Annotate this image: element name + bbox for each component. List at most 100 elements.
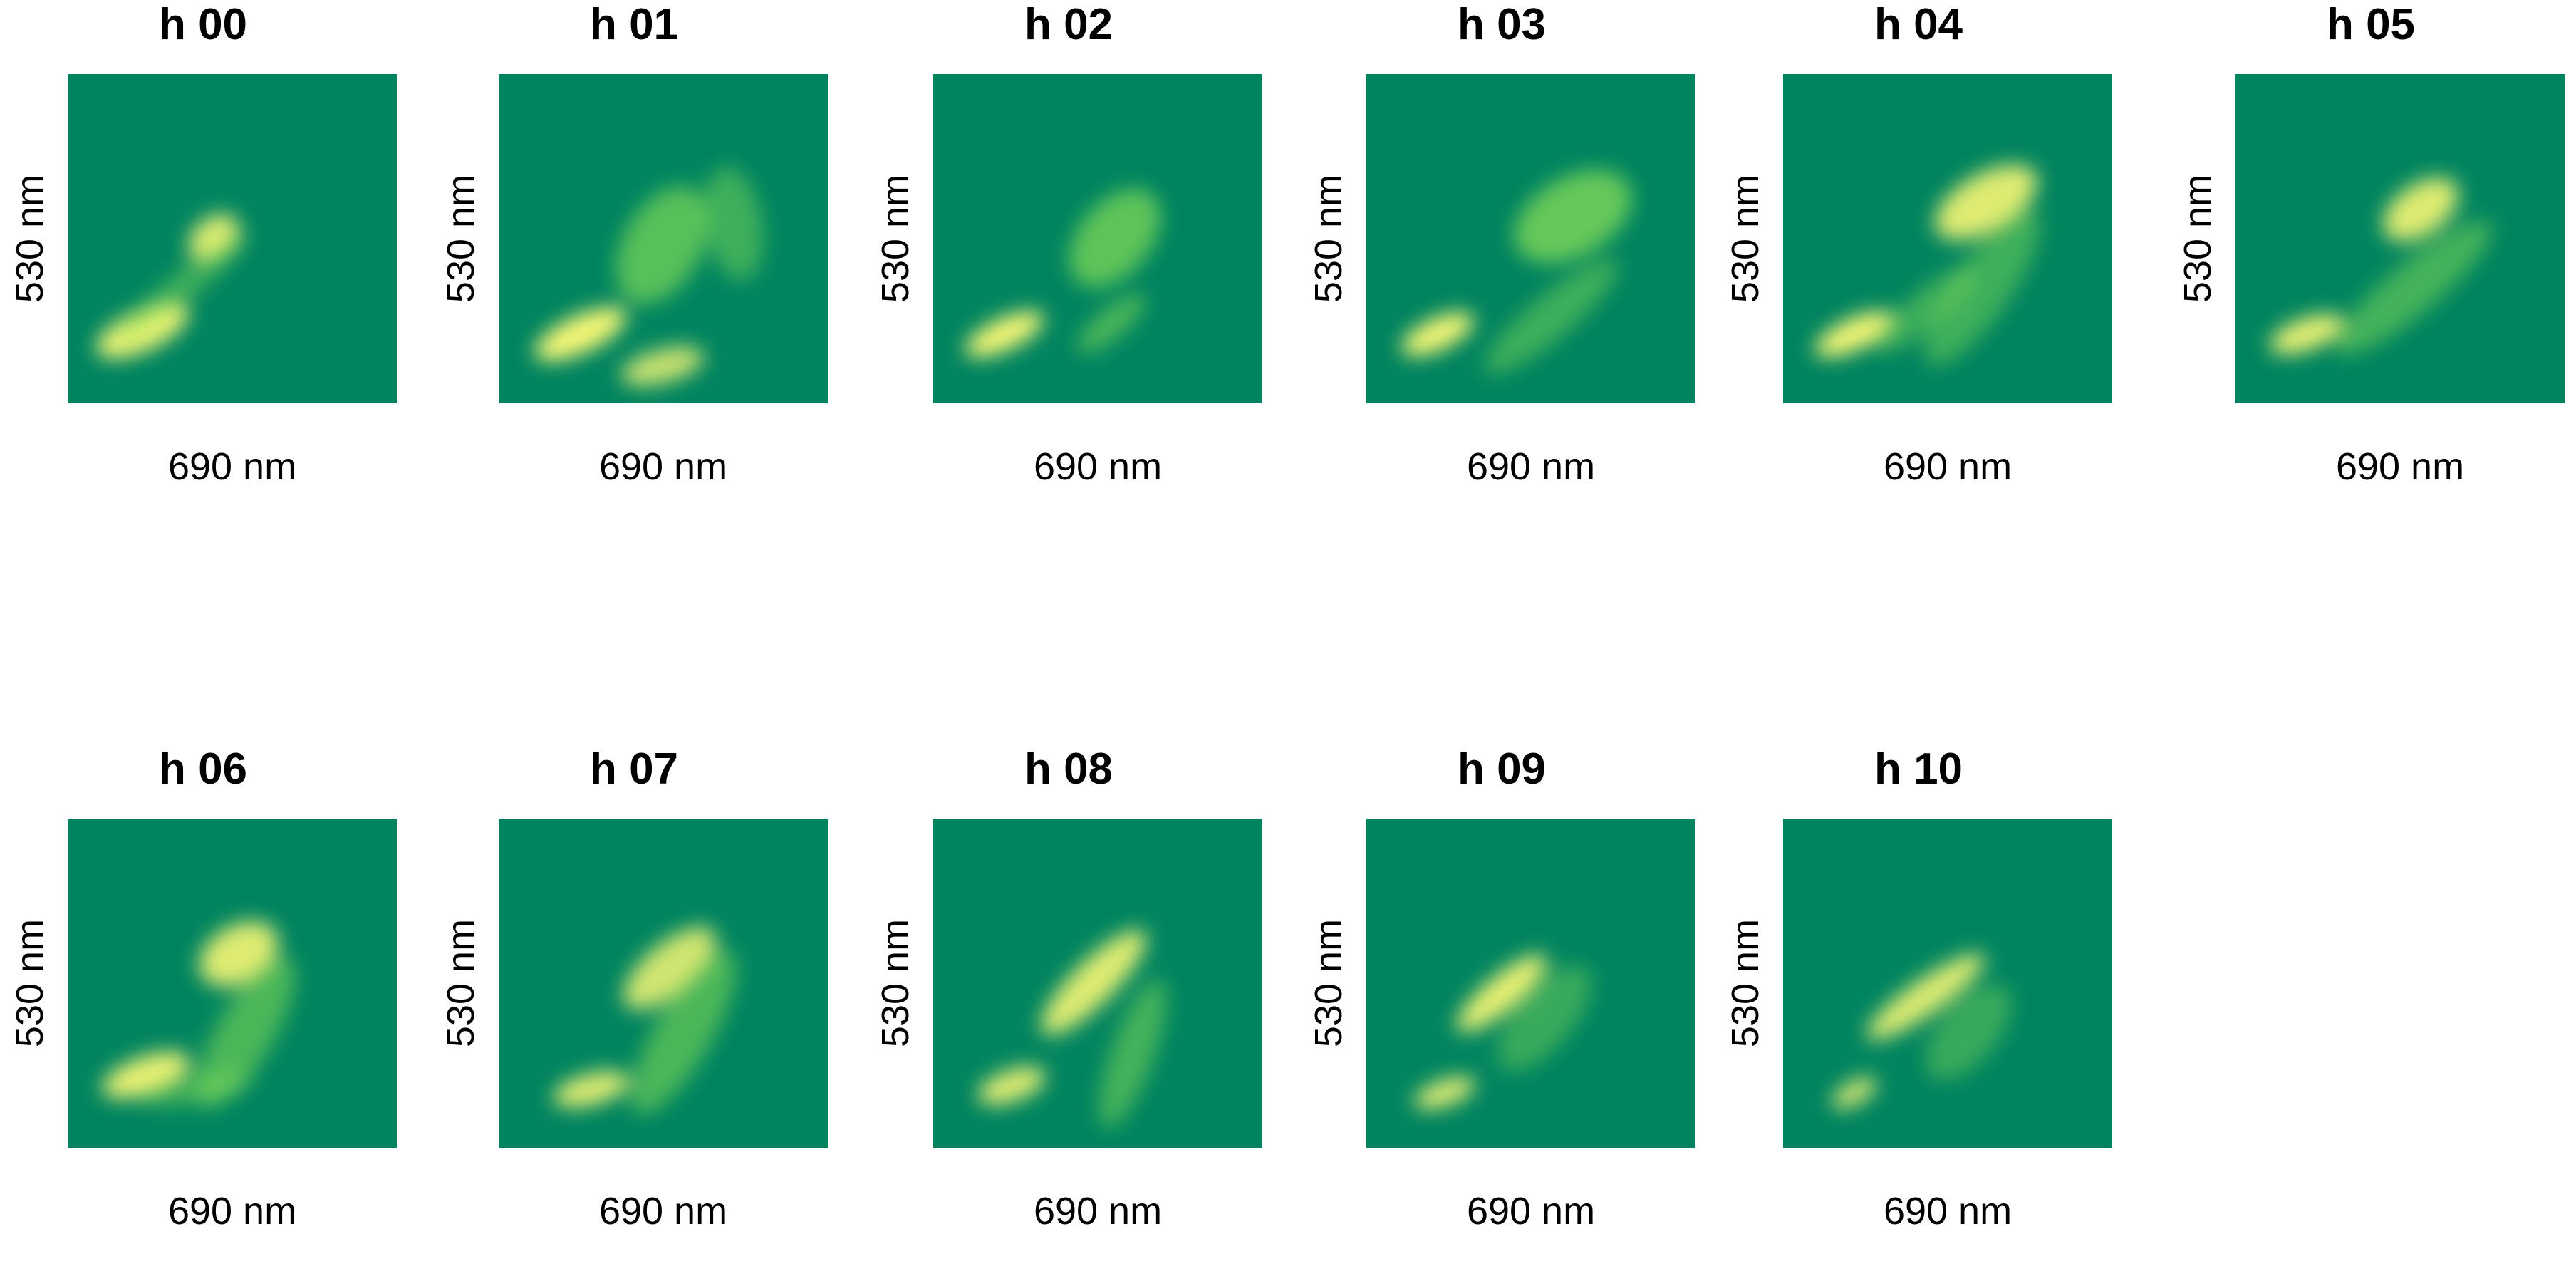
density-blob [1069, 188, 1161, 288]
density-blob [1401, 312, 1474, 356]
panel-title: h 07 [589, 745, 679, 794]
panel-title: h 05 [2326, 0, 2416, 49]
heatmap-svg [2235, 74, 2565, 403]
density-layer [2269, 177, 2492, 355]
density-layer [1832, 953, 2011, 1109]
x-axis-label: 690 nm [1466, 1190, 1596, 1233]
density-blob [1041, 930, 1146, 1035]
density-blob [704, 167, 764, 281]
density-blob [623, 927, 717, 1010]
y-axis-label: 530 nm [2176, 174, 2219, 304]
panel-title: h 04 [1874, 0, 1963, 49]
heatmap-panel: h 04 530 nm 690 nm [1715, 0, 2143, 541]
heatmap-plot [1366, 74, 1695, 403]
density-blob [115, 232, 248, 344]
density-blob [1077, 294, 1146, 353]
heatmap-svg [933, 74, 1262, 403]
panel-title: h 00 [158, 0, 248, 49]
density-layer [977, 930, 1167, 1128]
heatmap-svg [1366, 819, 1695, 1148]
y-axis-label: 530 nm [1724, 174, 1767, 304]
y-axis-label: 530 nm [874, 174, 917, 304]
x-axis-label: 690 nm [1033, 445, 1163, 488]
heatmap-svg [1783, 819, 2112, 1148]
heatmap-svg [1366, 74, 1695, 403]
panel-title: h 02 [1024, 0, 1113, 49]
panel-title: h 08 [1024, 745, 1113, 794]
heatmap-plot [499, 819, 828, 1148]
panel-title: h 03 [1457, 0, 1547, 49]
x-axis-label: 690 nm [167, 1190, 297, 1233]
y-axis-label: 530 nm [440, 918, 482, 1048]
y-axis-label: 530 nm [1307, 918, 1350, 1048]
density-blob [1814, 311, 1894, 358]
density-blob [977, 1067, 1046, 1105]
x-axis-label: 690 nm [598, 445, 728, 488]
heatmap-plot [1783, 74, 2112, 403]
heatmap-panel: h 00 530 nm 690 nm [0, 0, 427, 541]
x-axis-label: 690 nm [1883, 445, 2012, 488]
x-axis-label: 690 nm [2335, 445, 2465, 488]
x-axis-label: 690 nm [167, 445, 297, 488]
density-blob [616, 186, 710, 304]
density-blob [1926, 985, 2011, 1080]
heatmap-svg [68, 819, 397, 1148]
heatmap-panel: h 03 530 nm 690 nm [1299, 0, 1726, 541]
density-blob [2382, 177, 2459, 242]
heatmap-svg [68, 74, 397, 403]
x-axis-label: 690 nm [1033, 1190, 1163, 1233]
density-blob [965, 311, 1044, 358]
density-blob [2335, 221, 2492, 355]
density-blob [1934, 165, 2038, 240]
heatmap-panel: h 09 530 nm 690 nm [1299, 745, 1726, 1286]
heatmap-plot [1783, 819, 2112, 1148]
panel-title: h 10 [1874, 745, 1963, 794]
panel-title: h 01 [589, 0, 679, 49]
density-layer [96, 214, 248, 358]
heatmap-plot [68, 819, 397, 1148]
density-blob [1866, 953, 1985, 1040]
density-blob [620, 346, 705, 386]
heatmap-panel: h 07 530 nm 690 nm [431, 745, 858, 1286]
density-blob [553, 1071, 630, 1108]
density-layer [102, 921, 296, 1108]
heatmap-plot [1366, 819, 1695, 1148]
panel-title: h 06 [158, 745, 248, 794]
density-layer [534, 167, 764, 386]
heatmap-svg [499, 74, 828, 403]
y-axis-label: 530 nm [1724, 918, 1767, 1048]
heatmap-panel: h 06 530 nm 690 nm [0, 745, 427, 1286]
heatmap-plot [68, 74, 397, 403]
density-blob [1456, 954, 1547, 1032]
heatmap-panel: h 05 530 nm 690 nm [2168, 0, 2576, 541]
x-axis-label: 690 nm [1466, 445, 1596, 488]
x-axis-label: 690 nm [598, 1190, 728, 1233]
density-blob [140, 1072, 252, 1107]
density-blob [1875, 266, 1976, 353]
panel-title: h 09 [1457, 745, 1547, 794]
heatmap-plot [2235, 74, 2565, 403]
density-blob [1514, 170, 1632, 264]
density-blob [196, 957, 296, 1108]
heatmap-panel: h 01 530 nm 690 nm [431, 0, 858, 541]
density-layer [965, 188, 1161, 358]
heatmap-panel: h 10 530 nm 690 nm [1715, 745, 2143, 1286]
density-blob [1099, 980, 1167, 1128]
density-layer [553, 927, 737, 1114]
density-blob [102, 1051, 190, 1099]
density-layer [1414, 954, 1591, 1109]
heatmap-panel: h 02 530 nm 690 nm [866, 0, 1293, 541]
density-blob [534, 307, 627, 361]
y-axis-label: 530 nm [874, 918, 917, 1048]
density-blob [1497, 965, 1591, 1071]
density-layer [1401, 170, 1632, 374]
x-axis-label: 690 nm [1883, 1190, 2012, 1233]
heatmap-svg [933, 819, 1262, 1148]
density-blob [1924, 210, 2041, 365]
density-blob [1414, 1077, 1475, 1109]
y-axis-label: 530 nm [9, 174, 51, 304]
heatmap-plot [933, 74, 1262, 403]
y-axis-label: 530 nm [1307, 174, 1350, 304]
heatmap-plot [933, 819, 1262, 1148]
heatmap-svg [1783, 74, 2112, 403]
